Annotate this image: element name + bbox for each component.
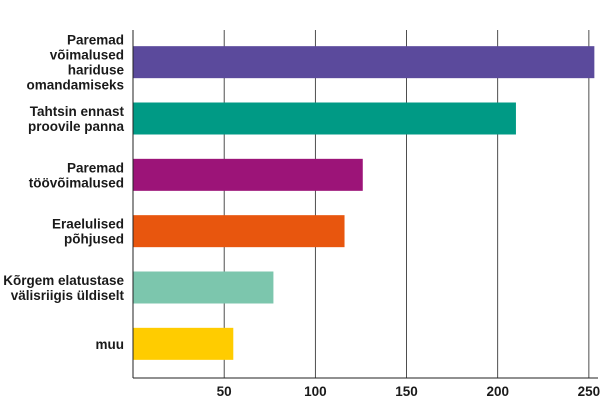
- category-label: Eraelulised põhjused: [52, 217, 124, 247]
- x-tick-label: 200: [486, 384, 509, 399]
- category-label: Paremad võimalused hariduse omandamiseks: [26, 33, 124, 93]
- category-label-line: hariduse: [68, 63, 125, 78]
- x-tick-label: 150: [395, 384, 418, 399]
- category-label-line: Eraelulised: [52, 217, 124, 232]
- tick-labels: 50 100 150 200 250: [217, 384, 600, 399]
- x-tick-label: 50: [217, 384, 232, 399]
- category-label-line: proovile panna: [28, 119, 125, 134]
- category-label-line: põhjused: [64, 232, 124, 247]
- x-tick-label: 250: [578, 384, 600, 399]
- bar: [133, 271, 274, 304]
- bar: [133, 46, 595, 79]
- category-label-line: muu: [96, 337, 125, 352]
- category-label: Paremad töövõimalused: [29, 160, 124, 190]
- category-label-line: Paremad: [67, 160, 124, 175]
- category-label-line: võimalused: [50, 48, 124, 63]
- x-tick-label: 100: [304, 384, 327, 399]
- category-label: Kõrgem elatustase välisriigis üldiselt: [3, 273, 124, 303]
- category-label-line: Paremad: [67, 33, 124, 48]
- category-label-line: Tahtsin ennast: [30, 104, 125, 119]
- category-label-line: välisriigis üldiselt: [11, 288, 125, 303]
- bar: [133, 215, 345, 248]
- category-label-line: töövõimalused: [29, 175, 124, 190]
- bar: [133, 158, 363, 191]
- bar: [133, 327, 234, 360]
- bar: [133, 102, 516, 135]
- bars: [133, 46, 595, 360]
- category-label: muu: [96, 337, 125, 352]
- category-labels: Paremad võimalused hariduse omandamiseksTah…: [3, 33, 124, 352]
- grid-lines: [223, 30, 590, 378]
- category-label: Tahtsin ennast proovile panna: [28, 104, 125, 134]
- category-label-line: omandamiseks: [26, 78, 124, 93]
- category-label-line: Kõrgem elatustase: [3, 273, 124, 288]
